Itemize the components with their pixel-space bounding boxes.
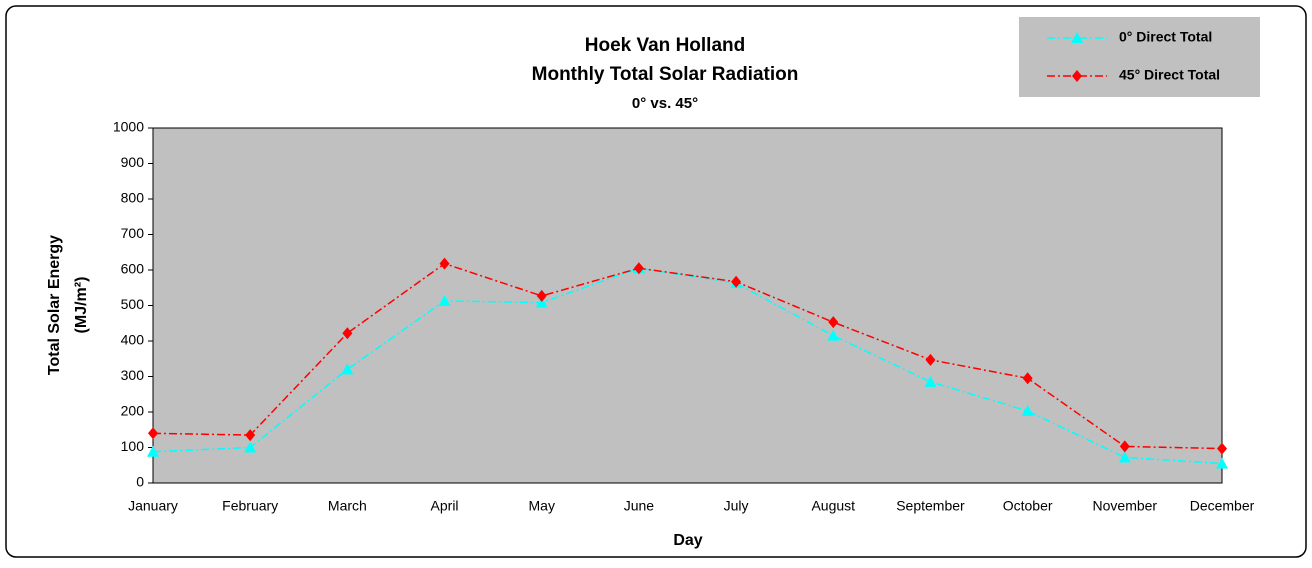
y-tick-label: 700 [121,225,145,241]
data-point [1119,440,1130,453]
data-point [438,294,451,306]
chart-title: Hoek Van Holland [585,35,745,56]
legend [1019,17,1260,97]
y-tick-label: 500 [121,296,145,312]
data-point [633,262,644,275]
y-tick-label: 1000 [113,119,144,135]
y-tick-label: 600 [121,261,145,277]
x-tick-label: January [128,498,178,514]
data-point [536,289,547,302]
y-tick-label: 200 [121,403,145,419]
x-tick-label: April [431,498,459,514]
y-tick-label: 900 [121,154,145,170]
y-axis-label: (MJ/m²) [73,277,90,334]
plot-area [152,127,1223,484]
data-point [924,375,937,387]
y-tick-label: 0 [136,474,144,490]
x-tick-label: December [1190,498,1255,514]
y-tick-label: 800 [121,190,145,206]
x-tick-label: February [222,498,278,514]
data-point [1022,372,1033,385]
y-tick-label: 400 [121,332,145,348]
data-point [925,353,936,366]
x-tick-label: September [896,498,965,514]
y-tick-label: 300 [121,367,145,383]
data-point [828,316,839,329]
y-axis-label: Total Solar Energy [46,235,63,375]
x-tick-label: November [1093,498,1158,514]
chart-subtitle: 0° vs. 45° [632,95,698,112]
data-point [1217,442,1227,455]
data-point [341,363,354,375]
x-tick-label: March [328,498,367,514]
x-tick-label: October [1003,498,1053,514]
data-point [342,327,353,340]
legend-marker [1071,32,1083,43]
x-tick-label: June [624,498,655,514]
series-line [152,267,1223,465]
data-point [731,275,742,288]
data-point [439,257,450,270]
y-tick-label: 100 [121,438,145,454]
x-tick-label: August [811,498,855,514]
legend-label: 45° Direct Total [1119,67,1220,83]
chart-title: Monthly Total Solar Radiation [532,64,799,85]
x-tick-label: July [724,498,749,514]
data-point [1021,404,1034,416]
data-point [244,441,257,453]
legend-marker [1072,70,1082,82]
data-point [535,296,548,308]
data-point [827,329,840,341]
x-axis-label: Day [673,532,702,549]
data-point [147,445,159,457]
data-point [245,429,256,442]
data-point [148,427,158,440]
data-point [1118,451,1131,463]
data-point [1216,457,1228,469]
x-tick-label: May [529,498,555,514]
legend-label: 0° Direct Total [1119,29,1212,45]
series-line [152,262,1223,450]
